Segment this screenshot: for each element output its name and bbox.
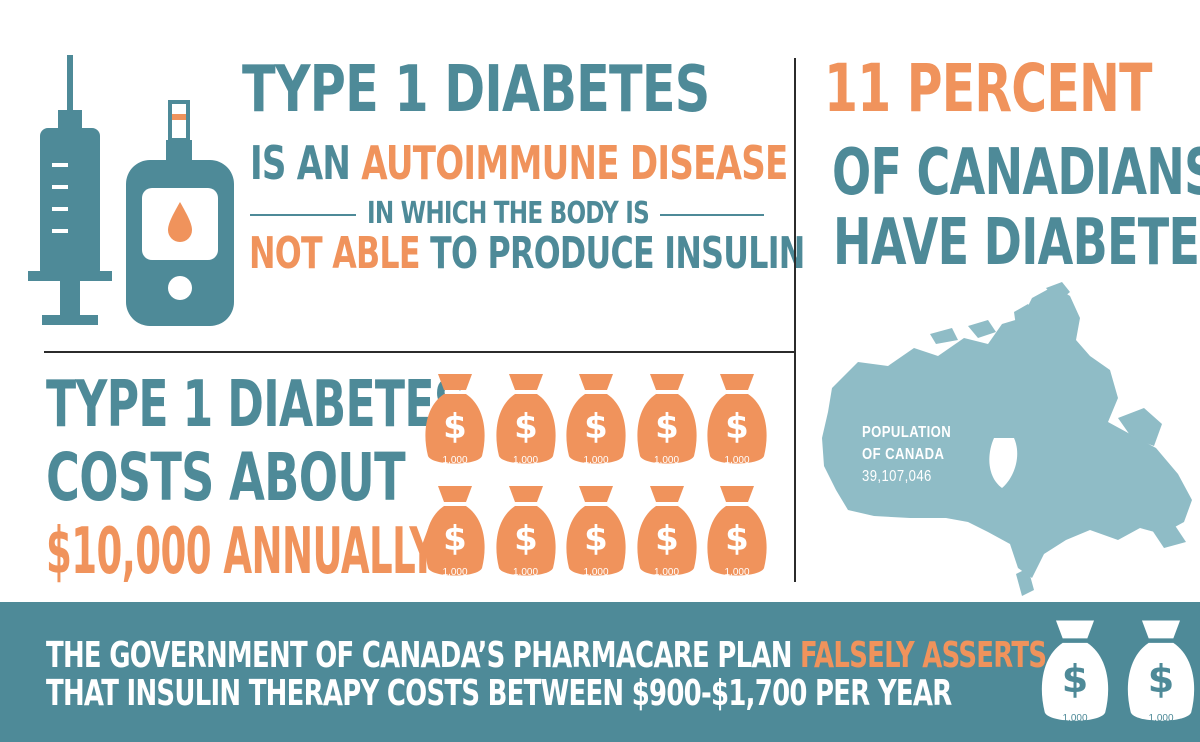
- money-bag: $1,000: [1040, 616, 1110, 728]
- money-bag-icon: $: [636, 374, 697, 464]
- money-bag: $1,000: [495, 482, 557, 582]
- money-bag-value: 1,000: [1148, 713, 1174, 724]
- headline-line4-suffix: TO PRODUCE INSULIN: [430, 228, 805, 279]
- money-bag-icon: $: [707, 486, 767, 576]
- svg-text:$: $: [514, 519, 538, 559]
- headline-line4: NOT ABLE TO PRODUCE INSULIN: [249, 232, 805, 276]
- cost-line2: COSTS ABOUT: [46, 439, 406, 516]
- money-bag-value: 1,000: [442, 567, 468, 578]
- canada-map: [822, 282, 1192, 596]
- money-bag-value: 1,000: [724, 455, 750, 466]
- money-bag: $1,000: [565, 482, 627, 582]
- money-bag-icon: $: [707, 374, 767, 464]
- banner-line1-prefix: THE GOVERNMENT OF CANADA’S PHARMACARE PL…: [46, 635, 792, 676]
- headline-divider-left: [250, 214, 356, 216]
- money-bag-value: 1,000: [653, 455, 680, 466]
- money-bag-icon: $: [425, 486, 485, 576]
- stat-line3: HAVE DIABETES: [833, 206, 1200, 280]
- money-bag: $1,000: [1126, 616, 1196, 728]
- banner-line1: THE GOVERNMENT OF CANADA’S PHARMACARE PL…: [46, 635, 1047, 676]
- money-bag: $1,000: [636, 482, 698, 582]
- cost-line3: $10,000 ANNUALLY: [46, 515, 436, 589]
- map-population: 39,107,046: [862, 468, 932, 485]
- map-label-line2: OF CANADA: [862, 446, 945, 463]
- headline-title: TYPE 1 DIABETES: [242, 53, 710, 127]
- bottom-banner: THE GOVERNMENT OF CANADA’S PHARMACARE PL…: [0, 602, 1200, 742]
- svg-text:$: $: [1148, 657, 1175, 701]
- svg-text:$: $: [443, 407, 467, 447]
- money-bag: $1,000: [495, 370, 557, 470]
- svg-text:$: $: [725, 407, 749, 447]
- svg-text:$: $: [584, 407, 608, 447]
- headline-divider-right: [660, 214, 764, 216]
- svg-text:$: $: [1062, 657, 1089, 701]
- money-bag-icon: $: [1127, 620, 1195, 721]
- money-bag-value: 1,000: [583, 455, 609, 466]
- headline-line4-highlight: NOT ABLE: [249, 228, 421, 279]
- syringe-icon: [28, 55, 112, 325]
- headline-line3: IN WHICH THE BODY IS: [367, 196, 650, 231]
- svg-text:$: $: [514, 407, 538, 447]
- money-bag-icon: $: [425, 374, 485, 464]
- map-label: POPULATION OF CANADA 39,107,046: [862, 422, 951, 488]
- map-label-line1: POPULATION: [862, 424, 952, 441]
- svg-text:$: $: [655, 519, 679, 559]
- money-bag-icon: $: [566, 486, 626, 576]
- horizontal-divider: [44, 351, 794, 353]
- money-bag: $1,000: [636, 370, 698, 470]
- money-bag-icon: $: [566, 374, 626, 464]
- glucose-meter-icon: [126, 100, 234, 326]
- money-bag-value: 1,000: [512, 567, 539, 578]
- svg-text:$: $: [443, 519, 467, 559]
- money-bag: $1,000: [565, 370, 627, 470]
- money-bag-value: 1,000: [512, 455, 539, 466]
- money-bag-value: 1,000: [724, 567, 750, 578]
- money-bag: $1,000: [706, 482, 768, 582]
- svg-text:$: $: [655, 407, 679, 447]
- money-bag-icon: $: [495, 486, 556, 576]
- vertical-divider: [794, 58, 796, 582]
- banner-line1-highlight: FALSELY ASSERTS: [800, 635, 1047, 676]
- headline-line2-prefix: IS AN: [250, 136, 351, 190]
- banner-line2: THAT INSULIN THERAPY COSTS BETWEEN $900-…: [46, 673, 952, 714]
- money-bag-icon: $: [1041, 620, 1109, 721]
- headline-line2: IS AN AUTOIMMUNE DISEASE: [250, 140, 788, 186]
- money-bag-value: 1,000: [653, 567, 680, 578]
- headline-line2-highlight: AUTOIMMUNE DISEASE: [361, 136, 788, 190]
- money-bag: $1,000: [706, 370, 768, 470]
- money-bag-value: 1,000: [1062, 713, 1088, 724]
- money-bag-value: 1,000: [583, 567, 609, 578]
- money-bag-value: 1,000: [442, 455, 468, 466]
- svg-text:$: $: [584, 519, 608, 559]
- stat-percent: 11 PERCENT: [824, 50, 1152, 127]
- money-bag: $1,000: [424, 370, 486, 470]
- money-bag: $1,000: [424, 482, 486, 582]
- money-bag-icon: $: [636, 486, 697, 576]
- cost-line1: TYPE 1 DIABETES: [46, 368, 466, 442]
- stat-line2: OF CANADIANS: [832, 136, 1200, 210]
- svg-text:$: $: [725, 519, 749, 559]
- money-bag-icon: $: [495, 374, 556, 464]
